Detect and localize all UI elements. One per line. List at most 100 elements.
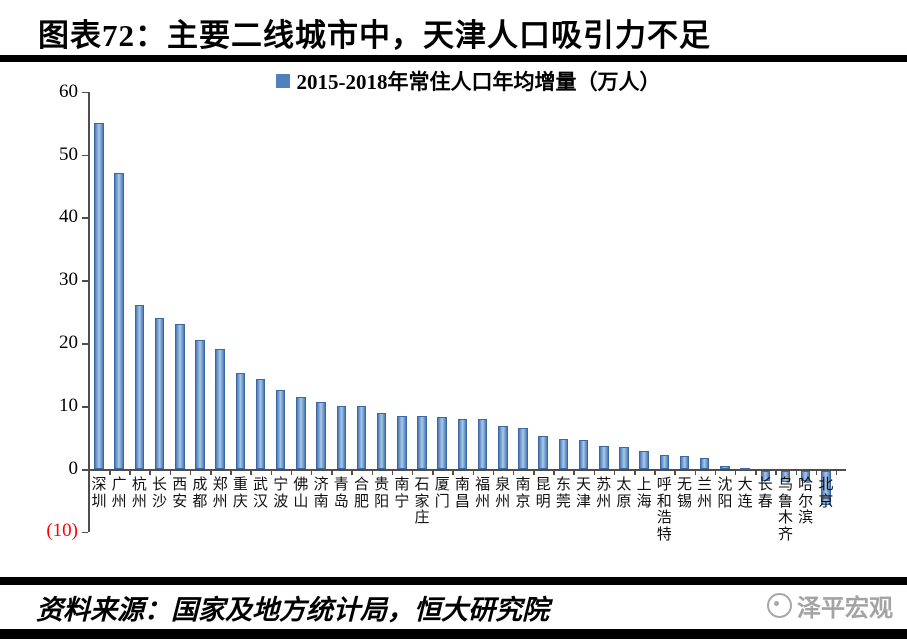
bar	[760, 470, 771, 481]
x-tick-mark	[88, 469, 91, 475]
x-tick-label: 北 京	[818, 477, 834, 510]
x-tick-mark	[512, 469, 515, 475]
bar	[740, 467, 750, 470]
bar	[780, 470, 791, 482]
x-tick-mark	[714, 469, 717, 475]
x-tick-mark	[734, 469, 737, 475]
bar	[195, 340, 205, 469]
bar	[134, 305, 145, 469]
source-divider	[0, 577, 907, 585]
bar	[498, 425, 508, 469]
x-tick-label: 郑 州	[212, 477, 228, 510]
bar	[175, 324, 185, 469]
bar	[114, 173, 124, 469]
x-tick-mark	[694, 469, 697, 475]
x-tick-label: 南 宁	[394, 477, 410, 510]
x-tick-mark	[210, 469, 212, 475]
y-tick-mark	[82, 154, 88, 156]
x-tick-label: 武 汉	[253, 477, 269, 510]
x-tick-mark	[674, 469, 676, 475]
y-tick-mark	[82, 531, 88, 534]
x-tick-mark	[432, 469, 434, 475]
bar	[316, 401, 326, 469]
x-tick-label: 佛 山	[293, 477, 309, 510]
x-tick-label: 杭 州	[131, 477, 147, 510]
x-tick-label: 沈 阳	[717, 477, 733, 510]
bar	[619, 446, 629, 469]
x-tick-label: 成 都	[192, 477, 208, 510]
bar	[558, 438, 569, 469]
x-tick-mark	[169, 469, 172, 475]
x-tick-label: 东 莞	[555, 477, 571, 510]
bar	[477, 418, 488, 469]
bar	[699, 457, 710, 469]
x-tick-mark	[613, 469, 616, 475]
x-tick-mark	[250, 469, 252, 475]
bar	[578, 440, 589, 469]
x-tick-mark	[815, 469, 818, 475]
x-tick-mark	[391, 469, 394, 475]
x-tick-label: 厦 门	[434, 477, 450, 510]
x-tick-mark	[129, 469, 131, 475]
y-tick-label: 0	[68, 458, 79, 479]
x-tick-label: 宁 波	[273, 477, 289, 510]
bar	[296, 397, 306, 469]
y-tick-mark	[82, 91, 88, 94]
y-tick-label: 50	[59, 143, 78, 165]
y-tick-label: 60	[59, 80, 78, 102]
zeping-macro-logo: 泽平宏观	[767, 588, 893, 623]
bar	[255, 379, 266, 469]
x-tick-mark	[634, 469, 636, 475]
x-tick-mark	[411, 469, 414, 475]
bar	[599, 445, 609, 469]
y-tick-mark	[82, 343, 88, 345]
x-axis-line	[88, 469, 846, 471]
bar	[215, 349, 225, 469]
bottom-bar	[0, 629, 907, 639]
y-tick-mark	[82, 280, 88, 282]
x-tick-label: 南 昌	[454, 477, 470, 510]
x-tick-mark	[593, 469, 596, 475]
x-tick-mark	[755, 469, 757, 475]
x-tick-mark	[775, 469, 777, 475]
legend-swatch-icon	[275, 74, 290, 88]
x-tick-label: 上 海	[636, 477, 652, 510]
x-tick-label: 乌 鲁 木 齐	[777, 477, 793, 543]
x-tick-label: 深 圳	[91, 477, 107, 510]
x-tick-label: 昆 明	[535, 477, 551, 510]
bar	[639, 451, 649, 469]
x-tick-label: 泉 州	[495, 477, 511, 510]
bar	[800, 470, 811, 481]
x-tick-label: 青 岛	[333, 477, 349, 510]
title-divider	[0, 55, 907, 62]
x-tick-label: 长 沙	[152, 477, 168, 510]
x-tick-mark	[189, 469, 192, 475]
y-tick-label: 10	[59, 395, 78, 417]
x-tick-label: 重 庆	[232, 477, 248, 510]
x-tick-label: 福 州	[475, 477, 491, 510]
logo-circle-icon	[767, 593, 792, 618]
bar	[154, 318, 165, 469]
bar	[659, 455, 670, 469]
x-tick-mark	[371, 469, 374, 475]
bar	[235, 373, 246, 469]
bar	[417, 416, 427, 469]
logo-text: 泽平宏观	[797, 596, 893, 622]
y-tick-label: 40	[59, 206, 78, 228]
x-tick-label: 苏 州	[596, 477, 612, 510]
bar	[94, 123, 104, 469]
x-tick-mark	[553, 469, 555, 475]
x-tick-mark	[310, 469, 313, 475]
bar	[437, 416, 447, 469]
bar	[518, 428, 528, 469]
x-tick-label: 哈 尔 滨	[798, 477, 814, 526]
bar	[538, 435, 548, 469]
bar	[457, 418, 468, 469]
y-tick-mark	[82, 217, 88, 219]
y-tick-label: 30	[59, 269, 78, 291]
x-tick-label: 南 京	[515, 477, 531, 510]
y-tick-mark	[82, 469, 88, 471]
x-tick-mark	[533, 469, 535, 475]
